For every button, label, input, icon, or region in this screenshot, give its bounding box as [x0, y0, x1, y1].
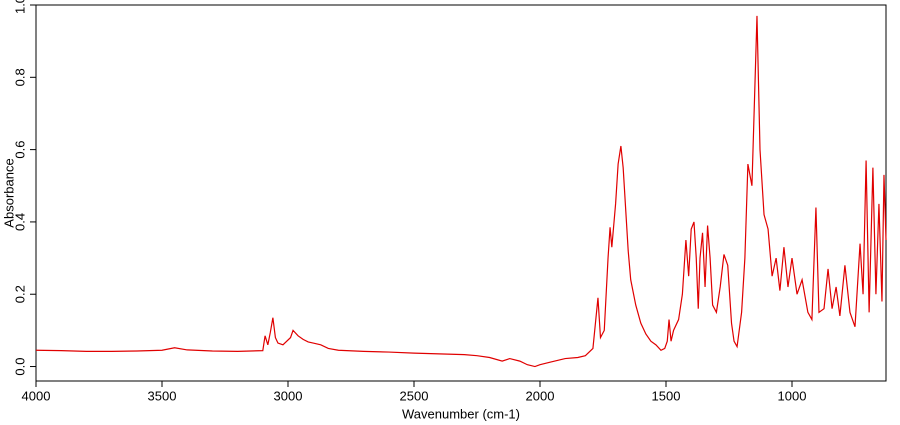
- y-tick-label: 0.0: [12, 357, 27, 375]
- y-tick-label: 0.4: [12, 213, 27, 231]
- x-tick-label: 1000: [778, 388, 807, 403]
- y-axis-label: Absorbance: [1, 158, 16, 227]
- y-tick-label: 0.2: [12, 285, 27, 303]
- y-tick-label: 0.6: [12, 141, 27, 159]
- x-axis-label: Wavenumber (cm-1): [402, 406, 520, 421]
- plot-frame: [35, 4, 887, 382]
- spectrum-line: [35, 15, 887, 368]
- x-tick-label: 3000: [274, 388, 303, 403]
- x-tick-label: 2500: [400, 388, 429, 403]
- y-tick-label: 0.8: [12, 68, 27, 86]
- x-tick-label: 2000: [526, 388, 555, 403]
- x-tick-label: 1500: [652, 388, 681, 403]
- x-tick-label: 4000: [22, 388, 51, 403]
- x-tick-label: 3500: [148, 388, 177, 403]
- y-tick-label: 1.0: [12, 0, 27, 14]
